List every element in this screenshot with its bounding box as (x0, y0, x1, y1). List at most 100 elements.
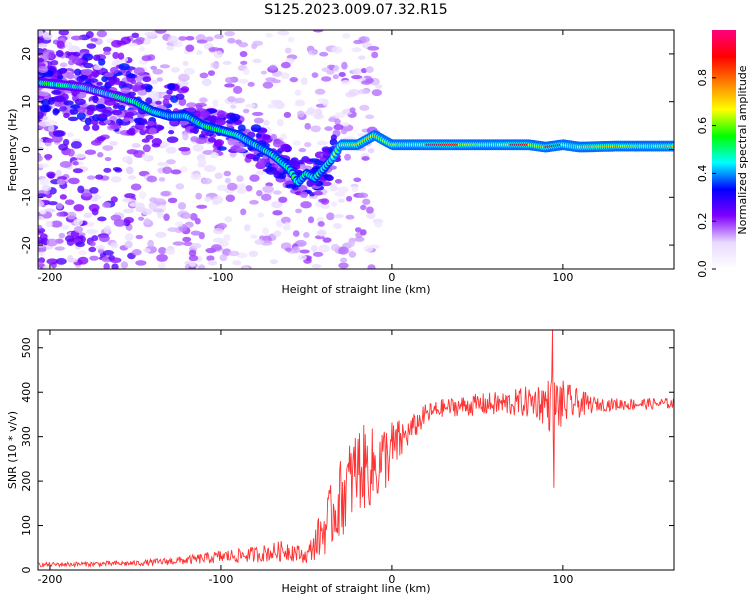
spectrogram-cell (83, 212, 93, 219)
spectrogram-cell (321, 76, 332, 82)
spectrogram-cell (275, 219, 284, 228)
spectrogram-cell (213, 34, 224, 40)
spectrogram-cell (247, 81, 255, 87)
spectrogram-cell (271, 201, 283, 209)
spectrogram-cell (297, 254, 307, 261)
spectrogram-cell (147, 90, 160, 99)
spectrogram-cell (150, 79, 159, 85)
spectrogram-cell (58, 232, 66, 239)
spectrogram-cell (95, 174, 104, 180)
spectrogram-cell (38, 36, 43, 44)
spectrogram-cell (294, 89, 302, 96)
spectrogram-cell (90, 139, 102, 146)
spectrogram-cell (256, 189, 263, 197)
colorbar-tick-label: 0.2 (696, 212, 709, 230)
colorbar-gradient (712, 30, 736, 269)
spectrogram-cell (269, 259, 278, 265)
spectrogram-cell (198, 97, 208, 103)
spectrogram-cell (109, 257, 122, 264)
spectrogram-cell (326, 212, 335, 221)
spectrogram-cell (199, 110, 210, 118)
spectrogram-y-tick-label: 10 (20, 95, 33, 109)
spectrogram-cell (365, 66, 374, 74)
spectrogram-cell (38, 30, 44, 37)
spectrogram-cell (210, 244, 223, 251)
spectrogram-cell (178, 98, 187, 106)
spectrogram-cell (156, 210, 164, 219)
spectrogram-cell (108, 80, 115, 87)
spectrogram-cell (360, 229, 367, 236)
spectrogram-cell (334, 112, 346, 119)
spectrogram-cell (38, 111, 44, 120)
spectrogram-cell (318, 244, 330, 253)
spectrogram-cell (156, 77, 164, 82)
spectrogram-cell (349, 107, 356, 113)
spectrogram-cell (73, 204, 85, 212)
spectrogram-cell (216, 184, 228, 192)
spectrogram-cell (367, 264, 376, 269)
spectrogram-cell (354, 227, 362, 233)
spectrogram-cell (190, 173, 202, 180)
spectrogram-cell (75, 241, 85, 248)
spectrogram-cell (63, 112, 70, 119)
spectrogram-cell (88, 203, 100, 212)
spectrogram-cell (86, 228, 98, 235)
spectrogram-cell (225, 119, 236, 124)
spectrogram-cell (143, 218, 151, 225)
spectrogram-cell (74, 68, 82, 76)
spectrogram-cell (179, 166, 188, 173)
spectrogram-cell (103, 119, 111, 124)
spectrogram-cell (213, 50, 223, 59)
spectrogram-cell (182, 212, 192, 219)
spectrogram-cell (69, 108, 79, 115)
spectrogram-cell (359, 104, 370, 111)
spectrogram-cell (135, 75, 143, 83)
spectrogram-cell (256, 170, 266, 175)
spectrogram-cell (229, 113, 241, 121)
spectrogram-cell (344, 153, 351, 161)
spectrogram-cell (215, 118, 227, 126)
spectrogram-cell (129, 202, 139, 207)
colorbar-tick-label: 0.6 (696, 117, 709, 135)
spectrogram-cell (91, 70, 100, 78)
spectrogram-cell (284, 247, 292, 252)
spectrogram-cell (59, 194, 67, 200)
spectrogram-cell (331, 46, 343, 54)
spectrogram-x-ticks: -200 -100 0 100 (37, 30, 573, 284)
spectrogram-cell (50, 59, 59, 66)
spectrogram-cell (58, 143, 69, 151)
spectrogram-cell (295, 208, 302, 214)
spectrogram-cell (189, 212, 198, 221)
colorbar-ticks: 0.0 0.2 0.4 0.6 0.8 (696, 69, 716, 278)
spectrogram-y-tick-label: -20 (20, 236, 33, 254)
spectrogram-cell (287, 36, 295, 43)
spectrogram-cell (249, 199, 259, 205)
spectrogram-cell (110, 176, 122, 183)
spectrogram-cell (131, 32, 140, 39)
colorbar-label: Normalized spectral amplitude (736, 65, 749, 234)
spectrogram-cell (65, 71, 75, 80)
spectrogram-cell (38, 236, 44, 245)
spectrogram-cell (143, 248, 151, 253)
snr-series-line (38, 330, 674, 569)
spectrogram-cell (365, 114, 375, 120)
spectrogram-cell (88, 246, 97, 253)
spectrogram-cell (157, 125, 165, 130)
spectrogram-cell (345, 214, 355, 220)
spectrogram-cell (212, 227, 224, 235)
spectrogram-cell (101, 76, 108, 83)
spectrogram-cell (276, 118, 284, 127)
spectrogram-cell (270, 99, 283, 105)
spectrogram-cell (272, 190, 282, 195)
spectrogram-cell (128, 127, 136, 135)
spectrogram-cell (165, 248, 176, 255)
spectrogram-cell (122, 197, 134, 203)
spectrogram-cell (348, 88, 361, 96)
spectrogram-cell (58, 30, 70, 36)
spectrogram-x-tick-label: -100 (208, 271, 233, 284)
spectrogram-cell (83, 124, 91, 132)
spectrogram-cell (165, 146, 177, 154)
spectrogram-cell (313, 113, 324, 120)
spectrogram-cell (51, 90, 62, 95)
spectrogram-cell (179, 120, 189, 126)
